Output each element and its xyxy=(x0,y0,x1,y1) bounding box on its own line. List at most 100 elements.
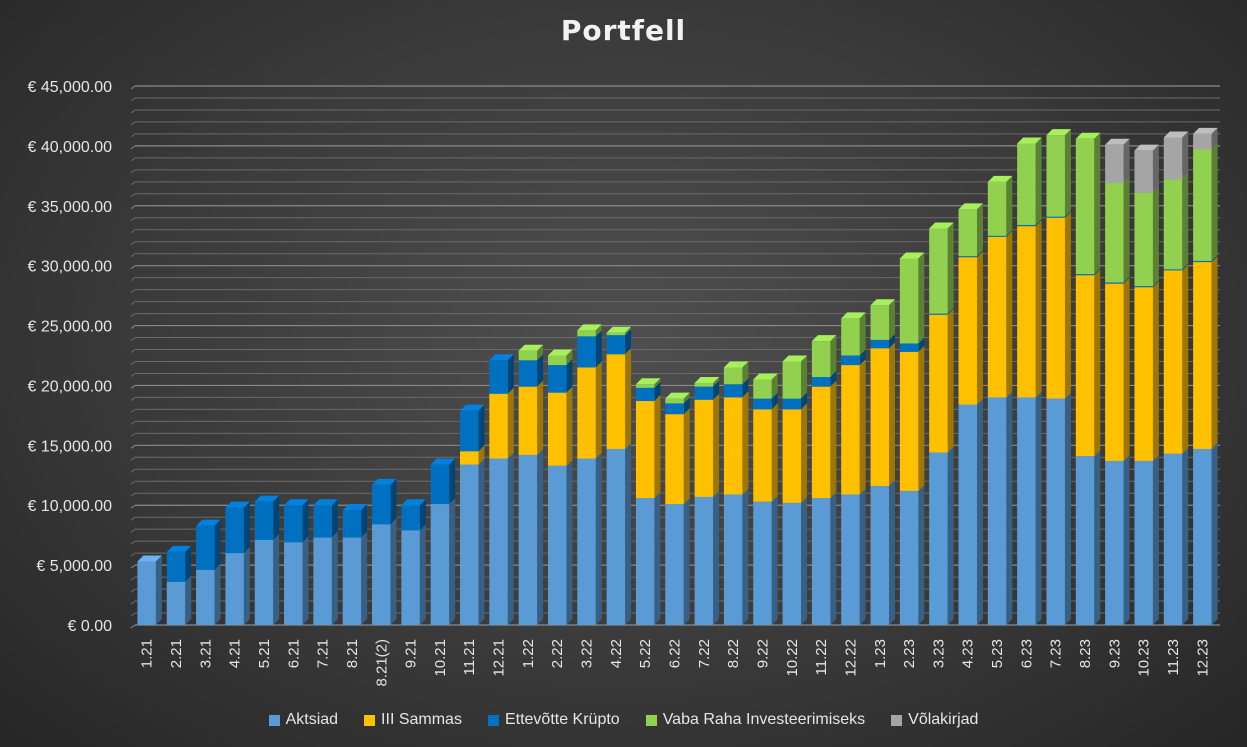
bar-top xyxy=(313,499,338,506)
bar xyxy=(606,335,626,355)
bar-segment xyxy=(899,345,925,491)
bar xyxy=(723,367,743,385)
bar-side xyxy=(361,504,368,538)
bar-side xyxy=(1182,264,1189,454)
bar-side xyxy=(595,324,602,337)
bar-segment xyxy=(782,355,808,399)
bar-side xyxy=(1064,392,1071,625)
bar xyxy=(841,355,860,366)
bar-segment xyxy=(870,480,896,625)
bar xyxy=(1134,150,1153,193)
bar-segment xyxy=(958,251,983,405)
gridline-depth xyxy=(130,289,136,294)
bar xyxy=(342,537,362,625)
bar-segment xyxy=(372,478,397,525)
bar-segment xyxy=(401,499,426,531)
bar xyxy=(137,561,156,625)
legend-item: III Sammas xyxy=(364,711,462,729)
bar-segment xyxy=(723,391,749,495)
bar-segment xyxy=(987,391,1013,625)
bar xyxy=(547,392,567,466)
bar-segment xyxy=(1193,143,1218,261)
bar xyxy=(694,399,714,497)
legend-item: Aktsiad xyxy=(268,711,339,729)
bar xyxy=(811,377,831,387)
bar-segment xyxy=(284,499,309,543)
bar-top xyxy=(518,344,544,351)
x-tick-label: 2.23 xyxy=(901,639,918,668)
bar xyxy=(958,256,977,258)
x-tick-label: 1.22 xyxy=(520,639,537,668)
bar-side xyxy=(595,361,602,459)
bar-segment xyxy=(577,452,602,625)
bar-segment xyxy=(1046,129,1071,217)
bar-top xyxy=(1046,129,1071,136)
bar xyxy=(196,569,215,625)
gridline-depth xyxy=(130,408,136,413)
bar-top xyxy=(665,392,690,399)
legend-swatch xyxy=(645,714,657,726)
bar xyxy=(459,464,479,625)
bar-side xyxy=(859,359,866,495)
gridline-depth xyxy=(130,397,136,401)
bar xyxy=(577,336,596,368)
bar-side xyxy=(419,499,426,531)
bar-top xyxy=(372,478,397,485)
bar-side xyxy=(449,458,456,505)
bars xyxy=(137,127,1218,625)
gridline-depth xyxy=(130,504,136,509)
x-tick-label: 10.21 xyxy=(432,639,449,677)
bar-top xyxy=(430,458,456,465)
bar-side xyxy=(449,498,456,625)
gridline-depth xyxy=(130,193,136,198)
bar-segment xyxy=(254,495,280,540)
bar-side xyxy=(713,377,720,387)
bar-side xyxy=(889,342,896,487)
bar xyxy=(899,490,919,625)
bar xyxy=(1105,460,1124,625)
gridline-depth xyxy=(130,109,136,114)
bar-top xyxy=(342,504,368,511)
bar-side xyxy=(1152,454,1159,625)
y-tick-label: € 15,000.00 xyxy=(27,438,112,455)
bar xyxy=(987,397,1007,625)
gridline-depth xyxy=(130,121,136,126)
gridline-depth xyxy=(130,624,136,629)
bar-segment xyxy=(782,403,808,503)
bar-side xyxy=(1211,442,1218,625)
bar-side xyxy=(185,575,192,625)
legend-label: Aktsiad xyxy=(285,711,339,728)
bar-top xyxy=(577,324,602,331)
bar-side xyxy=(859,312,866,356)
bar xyxy=(518,360,538,387)
legend-label: Võlakirjad xyxy=(908,711,979,728)
bar-segment xyxy=(1134,186,1159,287)
bar-side xyxy=(1035,218,1042,227)
y-tick-label: € 0.00 xyxy=(68,618,113,635)
bar-top xyxy=(196,519,221,526)
bar-segment xyxy=(987,230,1013,398)
bar-side xyxy=(419,524,426,625)
gridline-depth xyxy=(130,133,136,138)
x-tick-label: 4.23 xyxy=(960,639,977,668)
bar-side xyxy=(1035,220,1042,398)
bar xyxy=(430,464,450,505)
bar xyxy=(577,330,596,337)
bar-segment xyxy=(518,448,544,625)
bar xyxy=(782,502,802,625)
bar-segment xyxy=(430,498,456,625)
bar-segment xyxy=(1075,450,1101,625)
gridline-depth xyxy=(130,576,136,581)
bar-side xyxy=(302,536,309,625)
bar-side xyxy=(566,359,573,393)
bar-side xyxy=(859,349,866,366)
bar-top xyxy=(489,354,514,361)
x-tick-label: 2.21 xyxy=(168,639,185,668)
bar-segment xyxy=(342,531,368,625)
gridline-depth xyxy=(130,253,136,258)
bar-segment xyxy=(929,222,954,314)
bar xyxy=(635,384,655,388)
bar-top xyxy=(811,335,837,342)
bar-segment xyxy=(753,495,778,625)
